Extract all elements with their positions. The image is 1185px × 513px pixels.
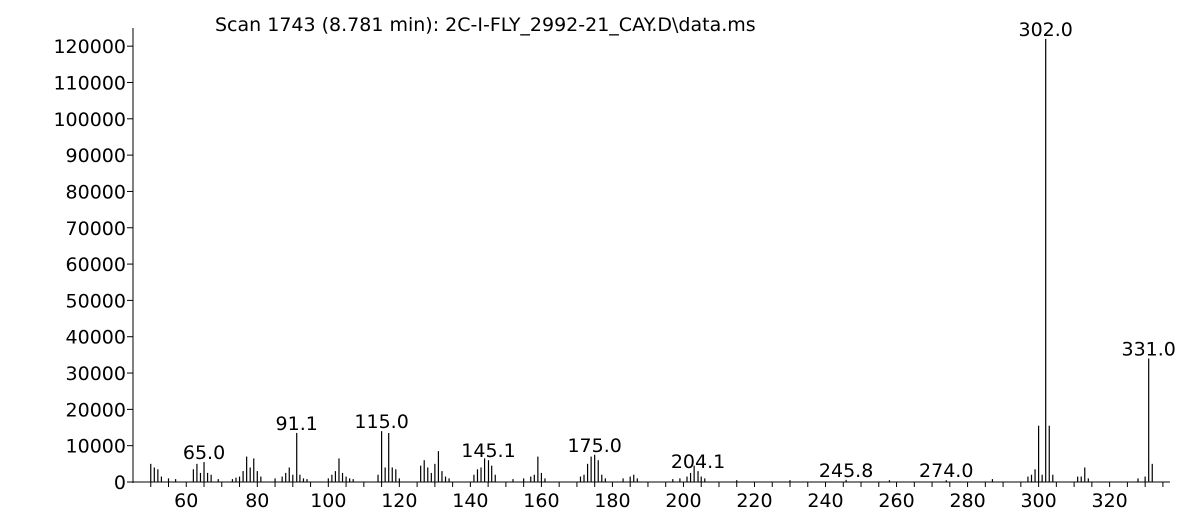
chart-title: Scan 1743 (8.781 min): 2C-I-FLY_2992-21_…: [215, 14, 756, 36]
x-tick-label: 160: [523, 490, 559, 512]
y-tick-label: 100000: [53, 109, 126, 131]
peak-label: 302.0: [1018, 19, 1072, 41]
peak-label: 65.0: [183, 442, 225, 464]
x-tick-label: 240: [807, 490, 843, 512]
y-tick-label: 120000: [53, 36, 126, 58]
chart-peak-labels: 65.0 91.1 115.0 145.1 175.0 204.1 245.8 274.0 30…: [183, 19, 1176, 482]
y-tick-label: 70000: [66, 218, 126, 240]
peak-label: 91.1: [276, 413, 318, 435]
peak-label: 175.0: [567, 435, 621, 457]
y-tick-label: 80000: [66, 181, 126, 203]
chart-axes: 0 10000 20000 30000 40000 50000 60000 70000 8000…: [53, 28, 1170, 512]
x-tick-label: 140: [452, 490, 488, 512]
x-tick-label: 180: [594, 490, 630, 512]
peak-label: 274.0: [919, 460, 973, 482]
x-tick-label: 120: [381, 490, 417, 512]
x-tick-label: 80: [245, 490, 269, 512]
y-tick-label: 60000: [66, 254, 126, 276]
peak-label: 115.0: [354, 411, 408, 433]
x-tick-label: 300: [1020, 490, 1056, 512]
x-tick-label: 100: [310, 490, 346, 512]
y-tick-label: 30000: [66, 363, 126, 385]
x-tick-label: 200: [665, 490, 701, 512]
y-tick-label: 50000: [66, 290, 126, 312]
x-tick-label: 220: [736, 490, 772, 512]
y-tick-label: 20000: [66, 399, 126, 421]
chart-peaks: [150, 38, 1153, 482]
x-tick-label: 260: [878, 490, 914, 512]
peak-label: 331.0: [1121, 339, 1175, 361]
y-tick-label: 0: [114, 472, 126, 494]
peak-label: 245.8: [819, 460, 873, 482]
peak-label: 204.1: [671, 451, 725, 473]
peak-label: 145.1: [461, 440, 515, 462]
y-tick-label: 90000: [66, 145, 126, 167]
x-tick-label: 280: [949, 490, 985, 512]
y-tick-label: 110000: [53, 72, 126, 94]
y-tick-label: 10000: [66, 436, 126, 458]
x-tick-label: 320: [1091, 490, 1127, 512]
y-tick-label: 40000: [66, 327, 126, 349]
x-tick-label: 60: [174, 490, 198, 512]
